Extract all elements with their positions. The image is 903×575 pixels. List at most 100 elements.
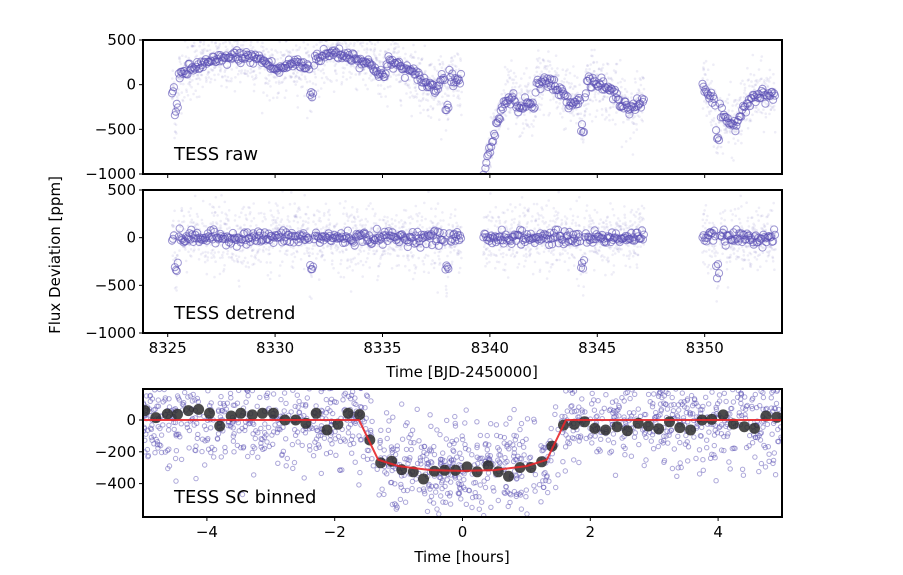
raw-cadence-point [173,136,176,140]
raw-cadence-point [334,244,338,247]
raw-cadence-point [403,57,407,60]
binned-point [305,235,314,244]
raw-cadence-point [632,131,635,134]
raw-cadence-point [529,89,532,92]
raw-cadence-point [328,34,331,37]
raw-cadence-point [193,194,197,198]
raw-cadence-point [489,252,493,255]
raw-cadence-point [716,264,720,268]
raw-cadence-point [432,77,436,80]
raw-cadence-point [326,210,330,214]
raw-cadence-point [501,211,505,214]
raw-cadence-point [578,83,581,87]
raw-cadence-point [630,224,633,227]
binned-point [269,238,278,247]
raw-cadence-point [382,219,386,222]
raw-cadence-point [607,77,611,81]
raw-cadence-point [506,276,510,279]
raw-cadence-point [759,59,763,62]
raw-cadence-point [561,252,564,256]
raw-cadence-point [590,120,594,123]
raw-cadence-point [440,138,443,141]
raw-cadence-point [259,66,263,70]
raw-cadence-point [207,71,210,75]
raw-cadence-point [366,257,369,260]
raw-cadence-point [519,134,522,137]
raw-cadence-point [210,251,213,255]
raw-cadence-point [332,60,335,63]
raw-cadence-point [213,275,216,279]
raw-cadence-point [498,248,501,252]
raw-cadence-point [631,121,634,124]
raw-cadence-point [426,254,430,258]
raw-cadence-point [745,93,748,96]
raw-cadence-point [314,75,317,79]
raw-cadence-point [285,49,289,52]
raw-cadence-point [556,74,560,77]
raw-cadence-point [724,246,727,249]
raw-cadence-point [393,219,397,222]
binned-point [171,107,180,116]
raw-cadence-point [201,85,204,89]
raw-cadence-point [702,213,705,216]
raw-cadence-point [440,225,443,228]
raw-cadence-point [765,102,768,106]
raw-cadence-point [444,288,448,291]
raw-cadence-point [222,270,225,273]
raw-cadence-point [342,212,345,216]
raw-cadence-point [224,68,227,72]
raw-cadence-point [745,245,749,249]
raw-cadence-point [566,252,569,255]
raw-cadence-point [446,254,449,258]
raw-cadence-point [540,214,543,217]
raw-cadence-point [506,127,510,131]
raw-cadence-point [487,253,490,257]
raw-cadence-point [347,44,351,47]
raw-cadence-point [218,256,222,260]
raw-cadence-point [335,79,339,82]
raw-cadence-point [199,252,203,256]
raw-cadence-point [384,223,388,226]
raw-cadence-point [334,69,337,72]
raw-cadence-point [304,220,308,223]
raw-cadence-point [635,266,639,269]
raw-cadence-point [446,87,449,91]
raw-cadence-point [605,226,608,229]
raw-cadence-point [723,209,727,212]
raw-cadence-point [527,89,531,93]
raw-cadence-point [571,254,574,257]
raw-cadence-point [532,119,535,122]
raw-cadence-point [511,86,514,89]
raw-cadence-point [322,214,326,217]
raw-cadence-point [294,83,298,86]
raw-cadence-point [247,265,251,269]
raw-cadence-point [422,96,425,100]
raw-cadence-point [267,50,270,54]
raw-cadence-point [615,247,619,250]
raw-cadence-point [483,252,486,255]
raw-cadence-point [369,202,372,205]
raw-cadence-point [606,260,610,264]
raw-cadence-point [487,219,491,222]
binned-point [525,98,534,108]
raw-cadence-point [533,74,536,77]
raw-cadence-point [196,77,199,81]
raw-cadence-point [719,222,723,225]
raw-cadence-point [560,223,563,227]
raw-cadence-point [762,81,766,84]
raw-cadence-point [491,117,495,120]
binned-point [708,98,717,107]
raw-cadence-point [628,254,631,257]
raw-cadence-point [419,111,422,115]
raw-cadence-point [365,207,368,211]
raw-cadence-point [529,252,532,256]
raw-cadence-point [561,248,565,251]
raw-cadence-point [408,96,412,99]
raw-cadence-point [565,235,568,238]
raw-cadence-point [252,89,256,93]
raw-cadence-point [564,220,567,223]
raw-cadence-point [587,226,591,229]
raw-cadence-point [738,221,742,225]
raw-cadence-point [293,255,297,259]
raw-cadence-point [554,210,558,213]
